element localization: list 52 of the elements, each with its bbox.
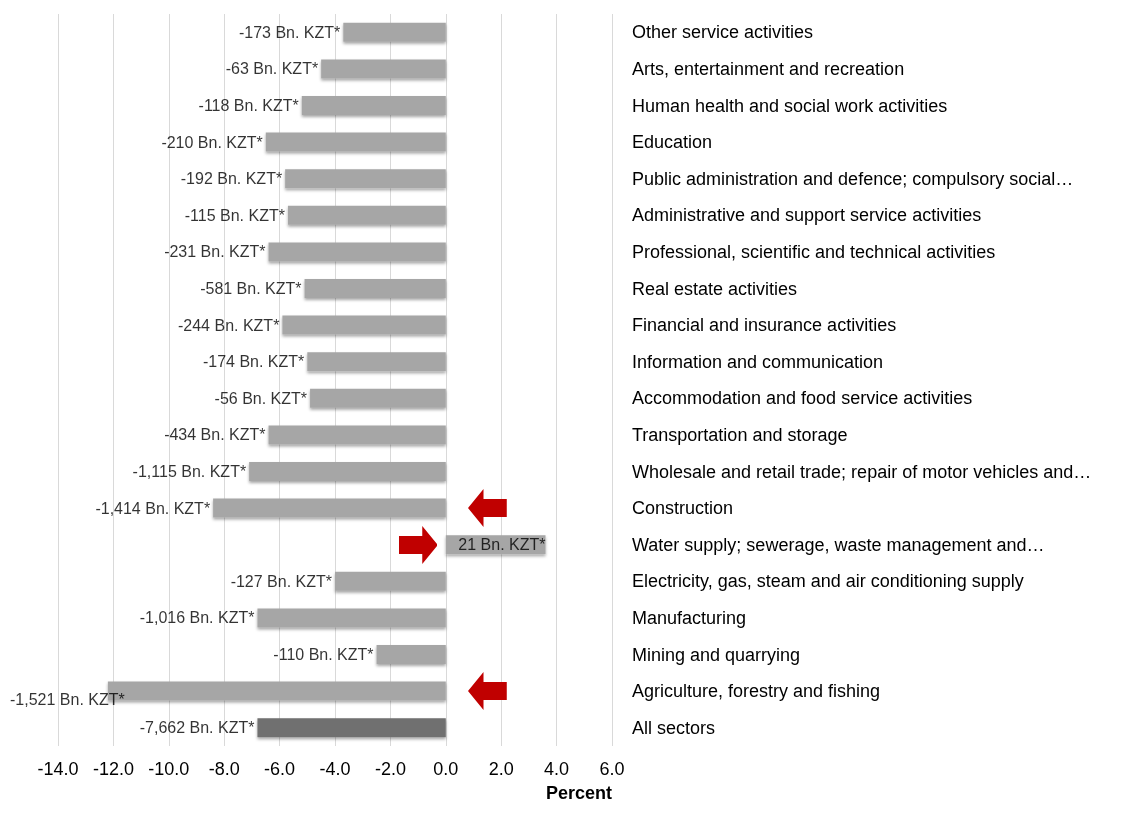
- annotation: -1,414 Bn. KZT*: [95, 499, 211, 517]
- annotation: -7,662 Bn. KZT*: [139, 719, 255, 737]
- y-tick-label: Other service activities: [632, 22, 814, 43]
- y-tick-label: Administrative and support service activities: [632, 205, 982, 226]
- annotation: -127 Bn. KZT*: [230, 572, 332, 590]
- y-tick-label: All sectors: [632, 717, 716, 738]
- annotation: -115 Bn. KZT*: [184, 206, 285, 224]
- annotation: -174 Bn. KZT*: [202, 353, 305, 371]
- annotation: -1,016 Bn. KZT*: [139, 609, 255, 627]
- annotation: -434 Bn. KZT*: [164, 426, 266, 444]
- y-tick-label: Accommodation and food service activities: [632, 388, 973, 409]
- annotation: -110 Bn. KZT*: [273, 646, 374, 663]
- y-tick-label: Arts, entertainment and recreation: [632, 58, 905, 79]
- x-tick-label: -6.0: [264, 759, 296, 779]
- y-tick-label: Education: [632, 132, 713, 153]
- annotation: -1,115 Bn. KZT*: [132, 463, 247, 480]
- x-tick-label: 6.0: [599, 759, 625, 779]
- annotation: 21 Bn. KZT*: [458, 536, 546, 554]
- y-tick-label: Information and communication: [632, 351, 884, 372]
- annotation: -173 Bn. KZT*: [238, 23, 341, 41]
- annotation: -244 Bn. KZT*: [177, 316, 280, 334]
- x-tick-label: -4.0: [319, 759, 351, 779]
- annotation: -210 Bn. KZT*: [161, 133, 263, 151]
- y-tick-label: Transportation and storage: [632, 424, 848, 445]
- annotation: -56 Bn. KZT*: [214, 389, 308, 407]
- x-tick-label: -12.0: [92, 759, 134, 779]
- y-tick-label: Mining and quarrying: [632, 644, 801, 665]
- x-tick-label: -8.0: [208, 759, 240, 779]
- y-tick-label: Financial and insurance activities: [632, 315, 897, 336]
- annotation: -192 Bn. KZT*: [180, 170, 283, 188]
- y-tick-label: Construction: [632, 498, 734, 519]
- x-tick-label: -10.0: [148, 759, 190, 779]
- y-tick-label: Professional, scientific and technical activities: [632, 241, 996, 262]
- y-tick-label: Manufacturing: [632, 607, 747, 628]
- x-tick-label: -2.0: [374, 759, 406, 779]
- x-axis-title: Percent: [545, 783, 612, 803]
- y-tick-label: Electricity, gas, steam and air conditioning supply: [632, 571, 1024, 592]
- annotation: -63 Bn. KZT*: [225, 60, 319, 78]
- y-tick-label: Human health and social work activities: [632, 95, 948, 116]
- annotation: -118 Bn. KZT*: [198, 97, 299, 114]
- y-tick-label: Real estate activities: [632, 278, 798, 299]
- annotation: -1,521 Bn. KZT*: [10, 690, 125, 708]
- x-tick-label: 0.0: [433, 759, 459, 779]
- x-tick-label: 4.0: [544, 759, 570, 779]
- y-tick-label: Wholesale and retail trade; repair of motor vehicles and…: [632, 461, 1092, 482]
- y-tick-label: Agriculture, forestry and fishing: [632, 681, 881, 702]
- annotation: -581 Bn. KZT*: [200, 280, 302, 297]
- x-tick-label: -14.0: [37, 759, 79, 779]
- y-tick-label: Public administration and defence; compulsory social…: [632, 168, 1074, 189]
- y-tick-label: Water supply; sewerage, waste management and…: [632, 534, 1045, 555]
- annotation: -231 Bn. KZT*: [164, 243, 266, 261]
- x-tick-label: 2.0: [488, 759, 514, 779]
